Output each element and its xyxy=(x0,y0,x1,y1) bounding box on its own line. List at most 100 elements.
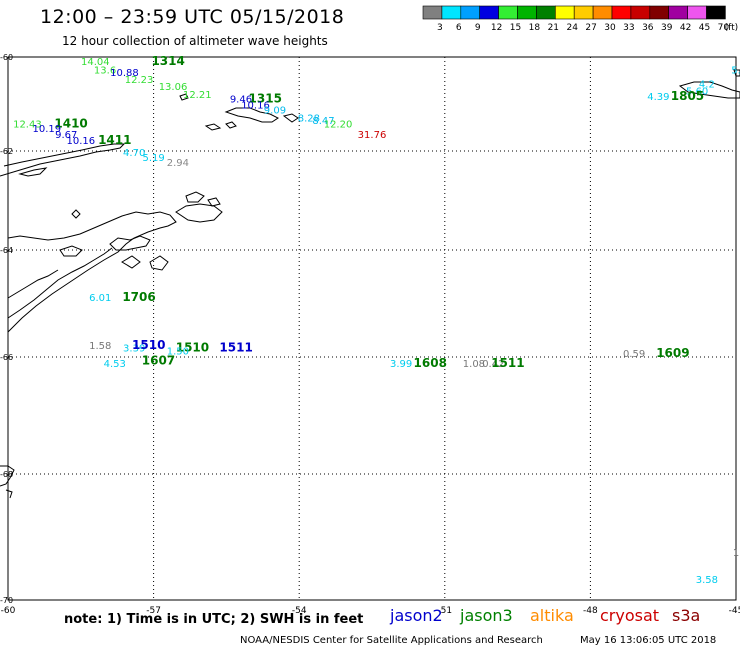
wave-height-label: 8.47 xyxy=(312,116,334,127)
pass-time-label: 1411 xyxy=(98,133,131,147)
lat-tick-label: -60 xyxy=(0,53,13,62)
wave-height-label: 12.21 xyxy=(183,90,212,101)
wave-height-label: 4.2 xyxy=(699,80,715,91)
map-title: 12:00 – 23:59 UTC 05/15/2018 xyxy=(40,6,345,28)
satellite-name: s3a xyxy=(672,606,701,625)
legend-swatch xyxy=(706,5,726,20)
map-frame xyxy=(7,56,737,601)
legend-swatch xyxy=(668,5,688,20)
wave-height-label: 12.43 xyxy=(13,120,42,131)
legend-swatch xyxy=(498,5,518,20)
wave-height-label: 10.16 xyxy=(241,101,270,112)
graticule: -60 -57 -54 -51 -48 -45 -60 -62 -64 -66 -68 -70 xyxy=(0,53,740,616)
pass-time-label: 1410 xyxy=(54,117,87,131)
lon-tick-label: -45 xyxy=(729,606,740,616)
pass-time-label: 1805 xyxy=(671,89,704,103)
legend-swatch xyxy=(630,5,651,20)
pass-time-label: 1706 xyxy=(122,290,155,304)
wave-height-label: 1.58 xyxy=(89,341,111,352)
wave-height-label: 9.46 xyxy=(230,95,252,106)
wave-height-label: 10.16 xyxy=(66,136,95,147)
legend-swatch xyxy=(536,5,556,20)
lon-tick-label: -54 xyxy=(292,606,307,616)
map-subtitle: 12 hour collection of altimeter wave hei… xyxy=(62,34,328,48)
legend-swatch xyxy=(649,5,669,20)
wave-height-label: 0.59 xyxy=(623,349,645,360)
wave-height-label: 3.39 xyxy=(123,344,145,355)
pass-time-label: 1608 xyxy=(414,356,447,370)
legend-tick-label: 9 xyxy=(475,23,481,33)
generation-timestamp: May 16 13:06:05 UTC 2018 xyxy=(580,635,717,646)
legend-swatch xyxy=(441,5,462,20)
satellite-name: altika xyxy=(530,606,574,625)
wave-height-label: 1.08 xyxy=(463,359,485,370)
legend-swatch xyxy=(592,5,613,20)
legend-unit-label: (ft) xyxy=(725,23,739,33)
lat-tick-label: -66 xyxy=(0,353,13,362)
legend-swatch xyxy=(611,5,632,20)
wave-height-label: 4.70 xyxy=(123,148,145,159)
lat-tick-label: -64 xyxy=(0,246,13,255)
wave-height-label: 13.06 xyxy=(159,82,188,93)
legend-tick-label: 24 xyxy=(566,23,578,33)
legend-swatch xyxy=(460,5,480,20)
footer-note: note: 1) Time is in UTC; 2) SWH is in fe… xyxy=(64,612,364,627)
legend-tick-label: 27 xyxy=(585,23,596,33)
legend-tick-label: 18 xyxy=(529,23,541,33)
lon-tick-label: -57 xyxy=(146,606,161,616)
legend-swatch xyxy=(479,5,499,20)
wave-height-label: 10.19 xyxy=(33,124,62,135)
legend-swatch xyxy=(422,5,443,20)
lat-tick-label: -68 xyxy=(0,470,13,479)
legend-tick-label: 45 xyxy=(699,23,710,33)
wave-height-label: 12.20 xyxy=(324,120,353,131)
satellite-name: jason2 xyxy=(390,606,443,625)
color-scale-legend: 3 6 9 12 15 18 21 24 27 30 33 36 39 42 45 70(ft) xyxy=(422,5,739,33)
satellite-name: cryosat xyxy=(600,606,660,625)
pass-time-label: 1510 xyxy=(176,341,209,355)
wave-height-label: 5.19 xyxy=(142,153,164,164)
pass-time-label: 1609 xyxy=(656,346,689,360)
legend-swatch xyxy=(517,5,537,20)
wave-height-label: 12.23 xyxy=(125,75,154,86)
wave-height-label: 5. xyxy=(731,65,740,76)
wave-height-label: 3.99 xyxy=(390,359,412,370)
wave-height-label: 9.09 xyxy=(264,105,286,116)
wave-height-label: 1.50 xyxy=(167,346,189,357)
wave-height-label: 13.6 xyxy=(94,65,116,76)
legend-tick-label: 36 xyxy=(642,23,654,33)
wave-height-label: 3.58 xyxy=(696,575,718,586)
wave-height-label: 5.60 xyxy=(686,87,708,98)
pass-time-label: 1511 xyxy=(491,356,524,370)
legend-tick-label: 39 xyxy=(661,23,673,33)
legend-swatch xyxy=(554,5,575,20)
legend-tick-label: 12 xyxy=(491,23,502,33)
wave-height-label: 10.88 xyxy=(110,68,139,79)
wave-height-label: 0.42 xyxy=(482,359,504,370)
wave-height-label: 2.94 xyxy=(167,158,189,169)
legend-tick-label: 42 xyxy=(680,23,691,33)
satellite-name: jason3 xyxy=(460,606,513,625)
wave-height-label: 14.04 xyxy=(81,57,110,68)
pass-time-label: 1314 xyxy=(151,54,184,68)
lon-tick-label: -48 xyxy=(583,606,598,616)
legend-tick-label: 3 xyxy=(437,23,443,33)
wave-height-label: 4.53 xyxy=(104,359,126,370)
wave-height-label: 1 xyxy=(733,548,739,559)
legend-swatch xyxy=(573,5,594,20)
wave-height-label: 9.67 xyxy=(55,130,77,141)
lon-tick-label: -51 xyxy=(437,606,452,616)
wave-height-label: 31.76 xyxy=(358,130,387,141)
lat-tick-label: -62 xyxy=(0,147,13,156)
pass-time-label: 1510 xyxy=(132,338,165,352)
legend-swatch xyxy=(687,5,707,20)
wave-height-label: 6.01 xyxy=(89,293,111,304)
pass-time-label: 1315 xyxy=(249,92,282,106)
pass-time-label: 1607 xyxy=(142,354,175,368)
legend-tick-label: 33 xyxy=(623,23,634,33)
legend-tick-label: 70 xyxy=(718,23,730,33)
wave-height-label: 4.39 xyxy=(647,92,669,103)
legend-tick-label: 21 xyxy=(548,23,559,33)
